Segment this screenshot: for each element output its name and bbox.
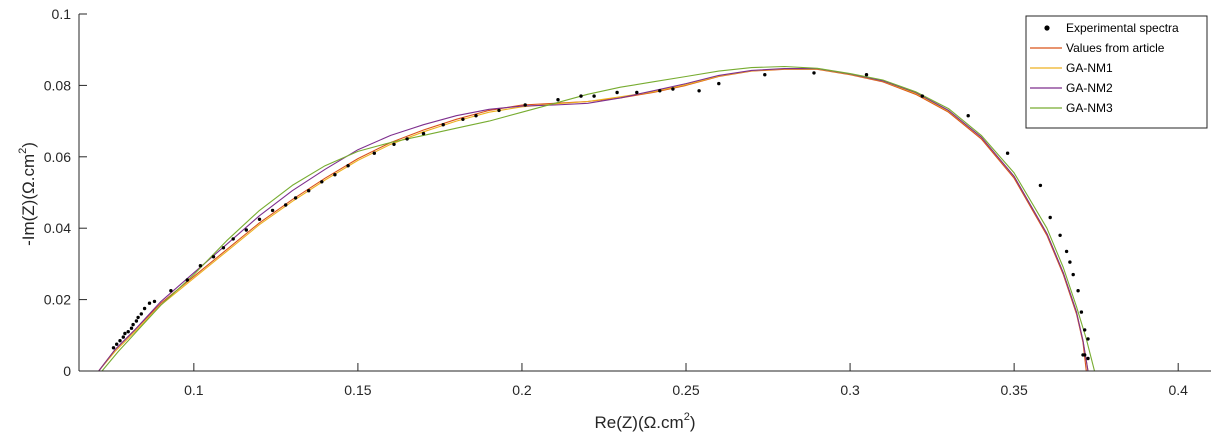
data-point (763, 73, 767, 77)
axes (78, 14, 1211, 372)
x-tick-label: 0.3 (840, 382, 860, 398)
data-point (115, 342, 119, 346)
data-point (1086, 337, 1090, 341)
data-point (126, 330, 130, 334)
data-point (136, 315, 140, 320)
data-point (257, 217, 262, 221)
data-point (284, 203, 288, 207)
data-point (244, 228, 248, 232)
x-tick-label: 0.4 (1168, 382, 1188, 398)
data-point (111, 346, 116, 350)
x-ticks: 0.1 0.15 0.2 0.25 0.3 0.35 0.4 (184, 363, 1188, 398)
y-axis-label: -Im(Z)(Ω.cm2) (17, 142, 38, 246)
y-tick-label: 0.06 (44, 149, 71, 165)
data-point (497, 108, 501, 113)
data-point (307, 189, 311, 193)
data-point (129, 326, 134, 330)
data-point (461, 117, 465, 122)
data-point (221, 246, 226, 250)
data-point (421, 131, 426, 136)
data-point (211, 255, 216, 259)
data-point (392, 142, 396, 146)
data-point (966, 114, 970, 118)
legend-entry: Experimental spectra (1066, 21, 1179, 35)
data-point (139, 312, 143, 316)
data-point (405, 137, 409, 141)
data-point (671, 87, 675, 91)
legend: Experimental spectra Values from article G… (1025, 15, 1208, 129)
data-point (441, 123, 445, 127)
x-tick-label: 0.1 (184, 382, 204, 398)
legend-items: Experimental spectra Values from article G… (1030, 21, 1179, 115)
data-point (147, 301, 152, 305)
y-tick-label: 0.1 (52, 6, 72, 22)
x-tick-label: 0.2 (512, 382, 532, 398)
data-point (1081, 353, 1085, 357)
data-point (134, 319, 139, 323)
x-axis-label: Re(Z)(Ω.cm2) (595, 411, 696, 432)
data-point (293, 196, 298, 200)
data-point (142, 306, 147, 311)
data-point (270, 208, 275, 213)
data-point (1079, 310, 1084, 314)
data-point (121, 335, 126, 339)
data-point (1038, 183, 1043, 188)
series-lines (98, 65, 1096, 372)
legend-marker (1044, 25, 1050, 31)
data-point (615, 90, 619, 95)
x-tick-label: 0.15 (344, 382, 371, 398)
data-point (131, 322, 135, 327)
legend-box (1025, 15, 1208, 129)
data-point (523, 103, 527, 107)
legend-entry: Values from article (1066, 41, 1165, 55)
x-tick-label: 0.25 (672, 382, 699, 398)
data-point (372, 151, 376, 155)
data-point (231, 237, 235, 241)
data-point (1083, 328, 1087, 332)
legend-entry: GA-NM2 (1066, 81, 1113, 95)
data-point (579, 94, 583, 98)
data-point (169, 289, 173, 293)
data-point (152, 299, 157, 304)
data-point (717, 81, 721, 86)
series-line-ga-nm2 (98, 68, 1089, 372)
x-tick-label: 0.35 (1001, 382, 1028, 398)
data-point (1068, 260, 1072, 264)
series-line-ga-nm3 (101, 65, 1096, 372)
data-point (864, 73, 869, 77)
data-point (1048, 215, 1052, 220)
data-point (697, 89, 701, 93)
data-point (346, 164, 350, 168)
data-point (198, 264, 203, 268)
data-point (1005, 151, 1010, 155)
data-point (1076, 289, 1080, 293)
series-points (111, 71, 1090, 361)
data-point (920, 94, 924, 98)
y-tick-label: 0 (63, 363, 71, 379)
data-point (123, 331, 127, 336)
data-point (185, 278, 189, 282)
data-point (635, 90, 639, 95)
data-point (320, 180, 324, 184)
data-point (118, 339, 122, 343)
data-point (1071, 272, 1075, 277)
data-point (1058, 233, 1062, 237)
y-tick-label: 0.08 (44, 77, 71, 93)
data-point (1064, 249, 1069, 254)
y-tick-label: 0.02 (44, 292, 71, 308)
data-point (556, 98, 560, 102)
data-point (474, 114, 478, 118)
data-point (1086, 356, 1090, 361)
legend-entry: GA-NM1 (1066, 61, 1113, 75)
data-point (333, 173, 337, 177)
y-tick-label: 0.04 (44, 220, 71, 236)
data-point (812, 71, 816, 75)
data-point (592, 94, 596, 98)
y-ticks: 0 0.02 0.04 0.06 0.08 0.1 (44, 6, 87, 379)
legend-entry: GA-NM3 (1066, 101, 1113, 115)
data-point (658, 89, 662, 93)
